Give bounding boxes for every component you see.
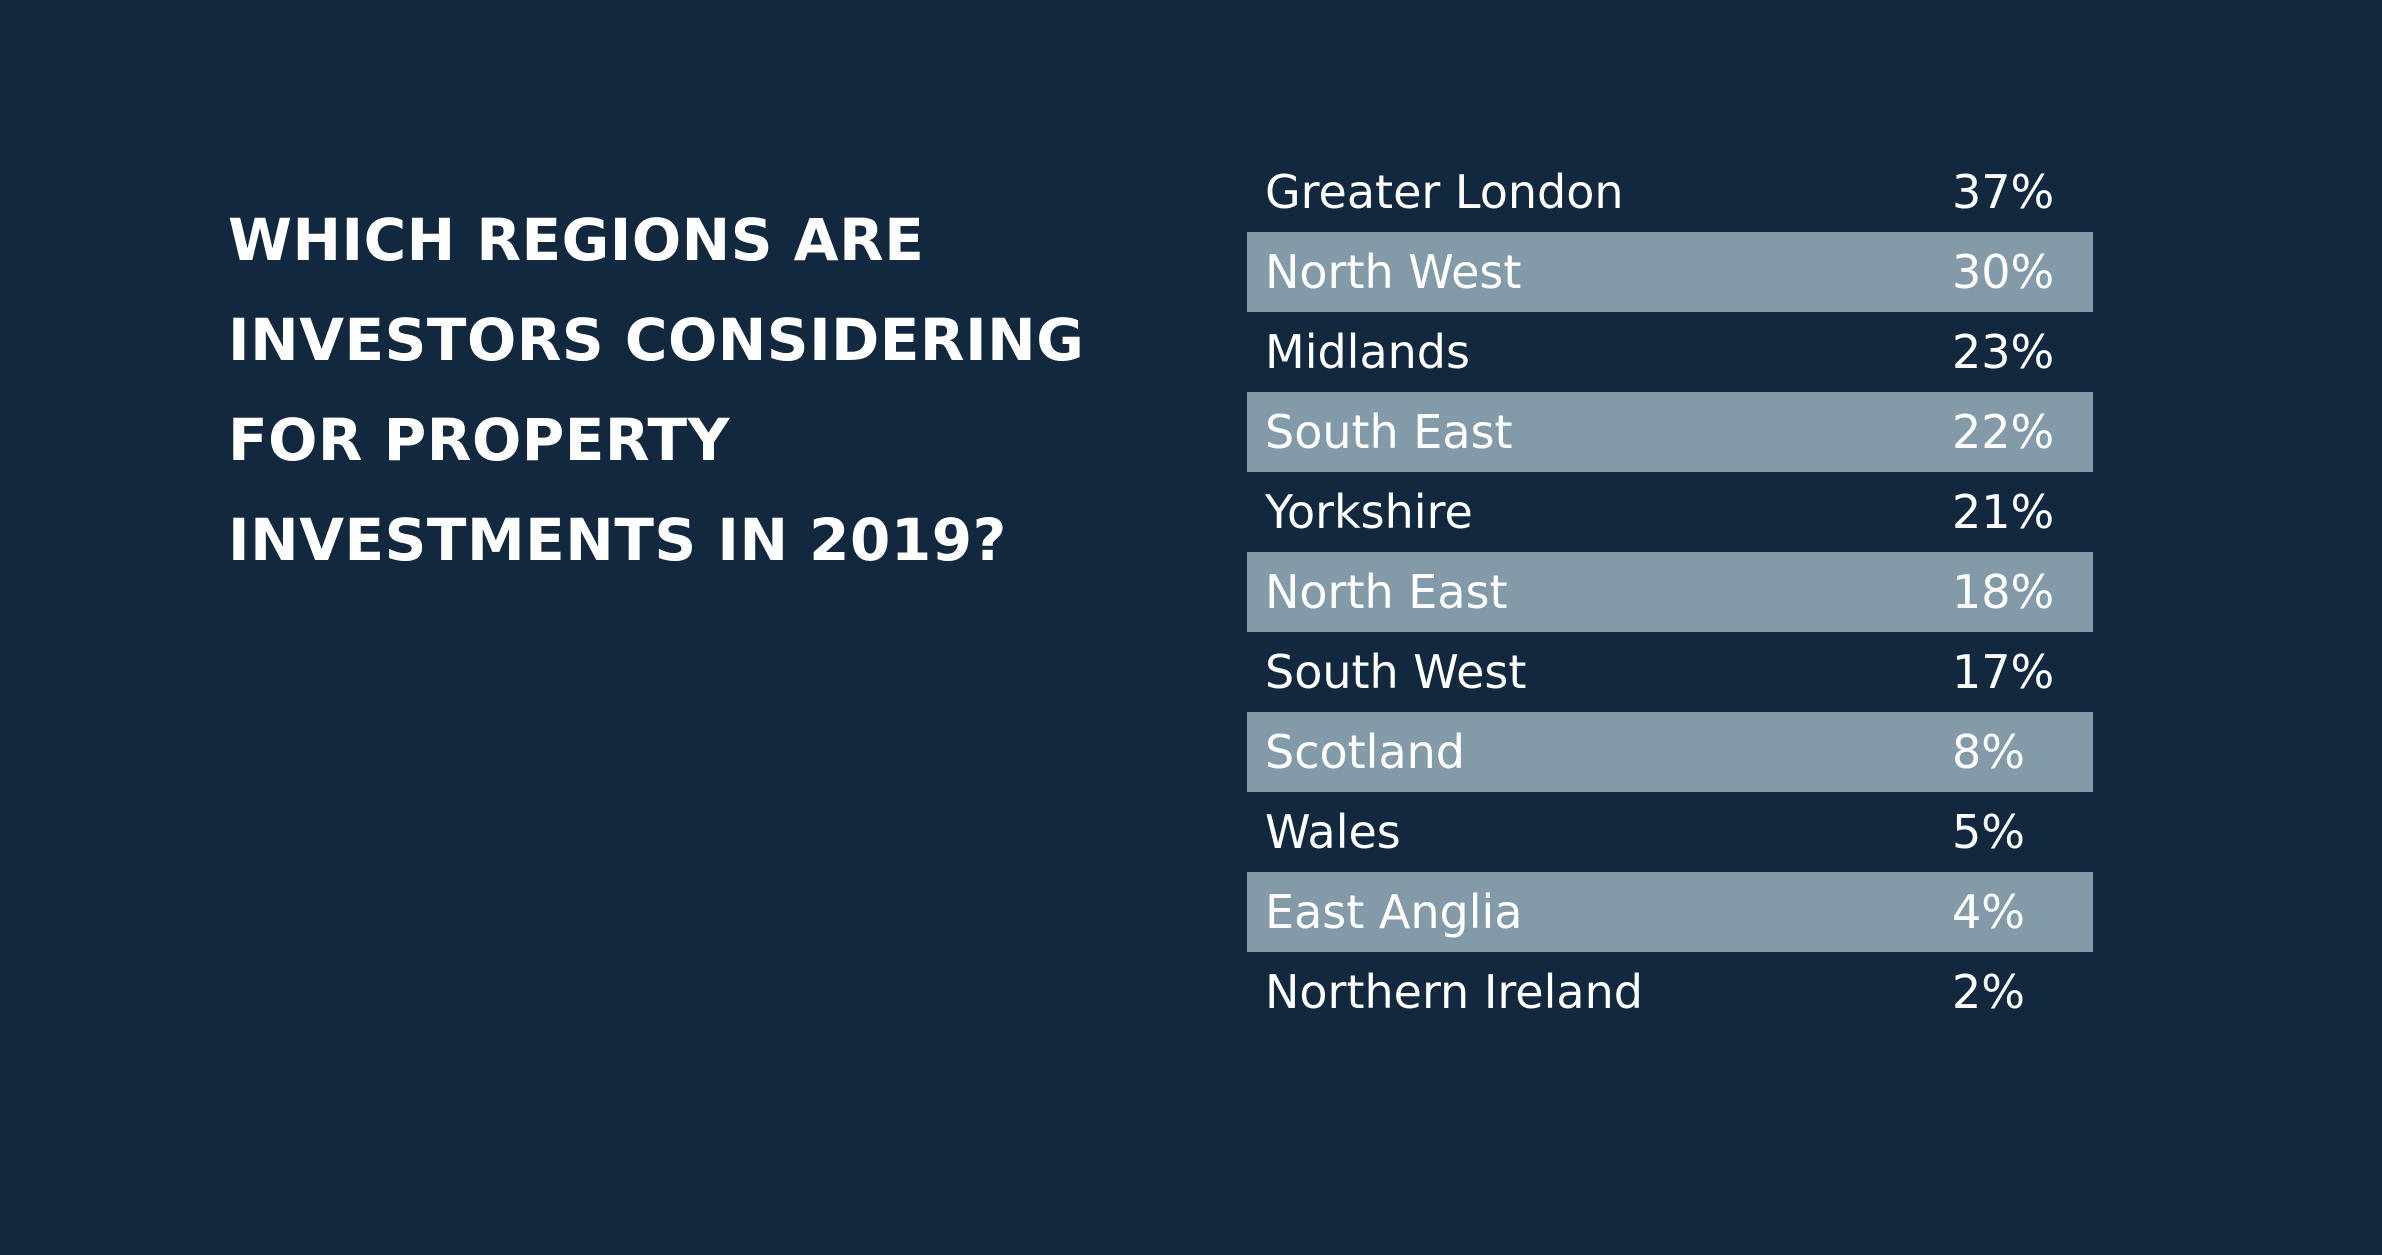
chart-title: WHICH REGIONS ARE INVESTORS CONSIDERING …: [228, 190, 1128, 590]
value-label: 2%: [1952, 965, 2025, 1019]
value-label: 18%: [1952, 565, 2055, 619]
value-label: 30%: [1952, 245, 2055, 299]
region-label: Midlands: [1265, 325, 1470, 379]
table-row: Wales 5%: [1247, 792, 2093, 872]
region-label: Scotland: [1265, 725, 1465, 779]
region-label: Greater London: [1265, 165, 1624, 219]
value-label: 37%: [1952, 165, 2055, 219]
table-row: Yorkshire 21%: [1247, 472, 2093, 552]
region-label: South East: [1265, 405, 1513, 459]
value-label: 4%: [1952, 885, 2025, 939]
table-row: South West 17%: [1247, 632, 2093, 712]
value-label: 17%: [1952, 645, 2055, 699]
table-row: South East 22%: [1247, 392, 2093, 472]
region-table: Greater London 37% North West 30% Midlan…: [1247, 152, 2093, 1032]
value-label: 22%: [1952, 405, 2055, 459]
region-label: North East: [1265, 565, 1508, 619]
region-label: Yorkshire: [1265, 485, 1473, 539]
table-row: East Anglia 4%: [1247, 872, 2093, 952]
value-label: 8%: [1952, 725, 2025, 779]
value-label: 23%: [1952, 325, 2055, 379]
title-line: INVESTMENTS IN 2019?: [228, 506, 1007, 574]
table-row: North East 18%: [1247, 552, 2093, 632]
region-label: East Anglia: [1265, 885, 1523, 939]
region-label: Wales: [1265, 805, 1401, 859]
table-row: North West 30%: [1247, 232, 2093, 312]
value-label: 21%: [1952, 485, 2055, 539]
title-line: FOR PROPERTY: [228, 406, 731, 474]
value-label: 5%: [1952, 805, 2025, 859]
table-row: Northern Ireland 2%: [1247, 952, 2093, 1032]
table-row: Midlands 23%: [1247, 312, 2093, 392]
region-label: South West: [1265, 645, 1527, 699]
title-line: WHICH REGIONS ARE: [228, 206, 925, 274]
title-line: INVESTORS CONSIDERING: [228, 306, 1085, 374]
table-row: Scotland 8%: [1247, 712, 2093, 792]
region-label: Northern Ireland: [1265, 965, 1643, 1019]
table-row: Greater London 37%: [1247, 152, 2093, 232]
region-label: North West: [1265, 245, 1522, 299]
